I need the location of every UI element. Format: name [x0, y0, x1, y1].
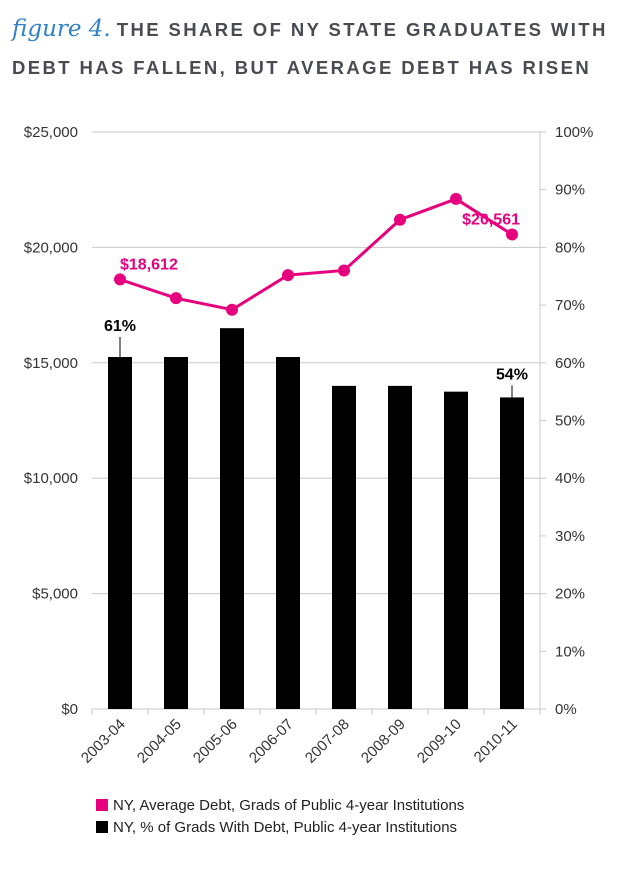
x-tick-label: 2009-10 — [414, 716, 465, 767]
line-point — [226, 303, 238, 316]
x-tick-label: 2003-04 — [78, 716, 129, 767]
y-right-tick-label: 50% — [555, 413, 585, 430]
y-right-tick-label: 70% — [555, 297, 585, 314]
bar — [500, 397, 524, 709]
y-right-tick-label: 30% — [555, 528, 585, 545]
y-left-tick-label: $5,000 — [32, 586, 78, 603]
line-point — [282, 269, 294, 282]
chart-title: figure 4. THE SHARE OF NY STATE GRADUATES… — [12, 10, 637, 87]
bar — [276, 357, 300, 709]
line-point — [338, 264, 350, 277]
bar-data-label: 54% — [496, 366, 528, 383]
line-point — [506, 228, 518, 241]
legend-swatch-line — [96, 799, 108, 811]
title-line-1: figure 4. THE SHARE OF NY STATE GRADUATES… — [12, 10, 637, 49]
title-text-1: THE SHARE OF NY STATE GRADUATES WITH — [116, 19, 608, 40]
y-right-tick-label: 40% — [555, 470, 585, 487]
line-point — [170, 292, 182, 305]
legend-label-bar: NY, % of Grads With Debt, Public 4-year … — [113, 818, 458, 836]
y-right-tick-label: 100% — [555, 124, 593, 141]
bar — [388, 385, 412, 709]
bar — [164, 357, 188, 709]
x-tick-label: 2005-06 — [190, 716, 241, 767]
bar-data-label: 61% — [104, 318, 136, 335]
chart-canvas: $0 $5,000 $10,000 $15,000 $20,000 $25,000 0% 10… — [24, 124, 594, 767]
line-point — [114, 273, 126, 286]
y-left-tick-label: $20,000 — [24, 239, 78, 256]
y-right-tick-label: 10% — [555, 643, 585, 660]
line-series — [119, 197, 513, 312]
y-right-tick-label: 80% — [555, 239, 585, 256]
x-tick-label: 2004-05 — [134, 716, 185, 767]
figure-label: figure 4. — [12, 16, 111, 42]
y-right-tick-label: 60% — [555, 355, 585, 372]
bar — [444, 391, 468, 709]
legend-item-bar: NY, % of Grads With Debt, Public 4-year … — [96, 816, 464, 838]
y-left-tick-label: $25,000 — [24, 124, 78, 141]
line-point — [394, 213, 406, 226]
y-left-tick-label: $10,000 — [24, 470, 78, 487]
y-left-tick-label: $15,000 — [24, 355, 78, 372]
x-tick-label: 2008-09 — [358, 716, 409, 767]
x-tick-label: 2007-08 — [302, 716, 353, 767]
legend-item-line: NY, Average Debt, Grads of Public 4-year… — [96, 794, 464, 816]
legend-swatch-bar — [96, 821, 108, 833]
line-data-label: $18,612 — [120, 256, 178, 273]
y-right-tick-label: 0% — [555, 701, 577, 718]
line-point — [450, 192, 462, 205]
bar — [108, 357, 132, 709]
legend-label-line: NY, Average Debt, Grads of Public 4-year… — [113, 796, 465, 814]
y-left-tick-label: $0 — [61, 701, 78, 718]
title-line-2: DEBT HAS FALLEN, BUT AVERAGE DEBT HAS RI… — [12, 57, 592, 78]
legend: NY, Average Debt, Grads of Public 4-year… — [96, 794, 464, 838]
bar — [220, 328, 244, 709]
y-right-tick-label: 90% — [555, 182, 585, 199]
line-data-label: $20,561 — [462, 211, 520, 228]
x-tick-label: 2010-11 — [471, 716, 521, 766]
bar — [332, 385, 356, 709]
x-tick-label: 2006-07 — [246, 716, 297, 767]
y-right-tick-label: 20% — [555, 586, 585, 603]
